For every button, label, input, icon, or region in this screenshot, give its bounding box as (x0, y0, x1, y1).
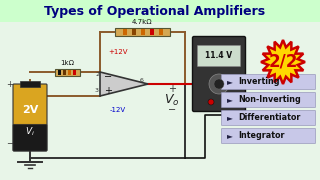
Polygon shape (100, 72, 148, 96)
Text: ►: ► (227, 96, 233, 105)
FancyBboxPatch shape (221, 75, 316, 89)
Text: Types of Operational Amplifiers: Types of Operational Amplifiers (44, 4, 266, 17)
FancyBboxPatch shape (58, 70, 60, 75)
FancyBboxPatch shape (63, 70, 66, 75)
FancyBboxPatch shape (221, 93, 316, 107)
FancyBboxPatch shape (115, 28, 170, 36)
FancyBboxPatch shape (68, 70, 70, 75)
FancyBboxPatch shape (123, 29, 127, 35)
FancyBboxPatch shape (55, 69, 80, 76)
Polygon shape (261, 40, 305, 84)
Text: 4.7kΩ: 4.7kΩ (132, 19, 153, 25)
Text: −: − (6, 139, 13, 148)
Text: Non-Inverting: Non-Inverting (238, 96, 301, 105)
FancyBboxPatch shape (193, 37, 245, 111)
Circle shape (208, 99, 214, 105)
FancyBboxPatch shape (132, 29, 136, 35)
Text: 2/2: 2/2 (268, 53, 298, 71)
Text: -12V: -12V (110, 107, 126, 113)
Text: 1kΩ: 1kΩ (60, 60, 75, 66)
FancyBboxPatch shape (73, 70, 76, 75)
Text: ►: ► (227, 114, 233, 123)
Text: 2V: 2V (22, 105, 38, 115)
Text: 3: 3 (95, 88, 99, 93)
Text: Differentiator: Differentiator (238, 114, 300, 123)
FancyBboxPatch shape (150, 29, 154, 35)
FancyBboxPatch shape (20, 81, 40, 87)
FancyBboxPatch shape (221, 129, 316, 143)
Text: Integrator: Integrator (238, 132, 284, 141)
Text: +: + (7, 80, 13, 89)
Text: 11.4 V: 11.4 V (205, 51, 233, 60)
Text: −: − (104, 72, 112, 82)
Circle shape (214, 79, 224, 89)
FancyBboxPatch shape (13, 124, 47, 151)
Text: 2: 2 (95, 72, 99, 77)
Text: $V_i$: $V_i$ (25, 126, 35, 138)
FancyBboxPatch shape (0, 0, 320, 22)
Text: 6: 6 (140, 78, 144, 83)
FancyBboxPatch shape (197, 46, 241, 66)
FancyBboxPatch shape (141, 29, 145, 35)
Circle shape (209, 74, 229, 94)
Text: +: + (104, 86, 112, 96)
Text: +12V: +12V (108, 49, 128, 55)
Text: ►: ► (227, 78, 233, 87)
Text: $V_o$: $V_o$ (164, 93, 180, 107)
Text: Inverting: Inverting (238, 78, 279, 87)
Circle shape (224, 99, 230, 105)
FancyBboxPatch shape (13, 84, 47, 151)
Text: −: − (168, 105, 176, 115)
Text: ►: ► (227, 132, 233, 141)
Text: +: + (168, 84, 176, 94)
FancyBboxPatch shape (159, 29, 163, 35)
FancyBboxPatch shape (221, 111, 316, 125)
